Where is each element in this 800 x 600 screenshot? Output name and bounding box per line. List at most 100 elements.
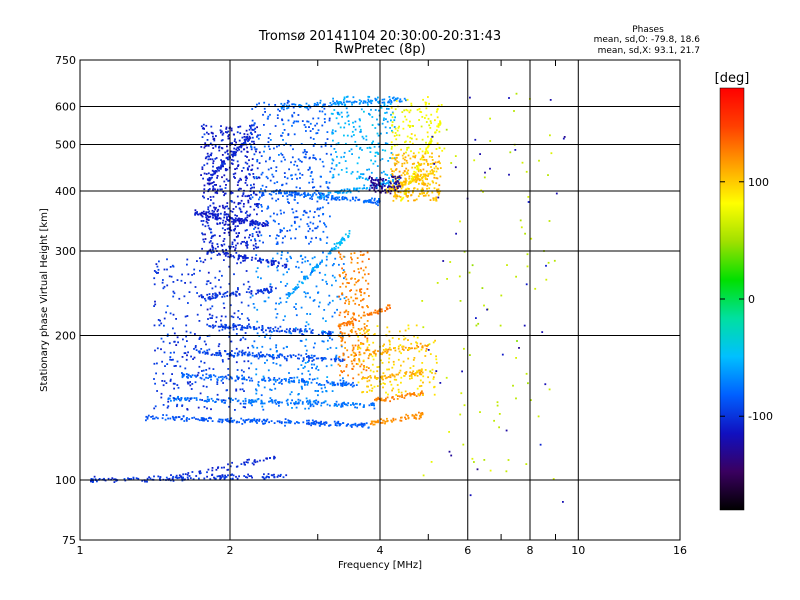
data-point <box>315 382 318 384</box>
data-point <box>210 251 213 254</box>
data-point <box>286 107 288 110</box>
data-point <box>469 494 472 497</box>
data-point <box>403 158 406 161</box>
data-point <box>288 104 291 107</box>
data-point <box>163 351 166 354</box>
data-point <box>370 180 373 182</box>
data-point <box>341 293 343 295</box>
data-point <box>415 176 418 178</box>
data-point <box>407 349 409 351</box>
data-point <box>272 357 275 360</box>
data-point <box>274 380 277 383</box>
data-point <box>277 108 279 111</box>
data-point <box>189 381 191 383</box>
data-point <box>198 295 201 298</box>
data-point <box>325 380 328 382</box>
data-point <box>342 269 345 271</box>
data-point <box>429 163 432 165</box>
data-point <box>262 423 265 425</box>
data-point <box>137 477 140 480</box>
data-point <box>304 106 306 109</box>
data-point <box>319 197 321 200</box>
data-point <box>537 415 540 418</box>
data-point <box>373 423 376 426</box>
data-point <box>320 402 323 404</box>
data-point <box>257 260 259 262</box>
data-point <box>218 350 221 352</box>
data-point <box>296 283 299 286</box>
data-point <box>351 362 354 365</box>
data-point <box>223 295 226 298</box>
data-point <box>214 217 217 220</box>
data-point <box>345 171 348 173</box>
data-point <box>232 328 235 331</box>
data-point <box>336 196 338 199</box>
data-point <box>204 145 207 147</box>
data-point <box>256 320 259 323</box>
data-point <box>278 421 281 424</box>
data-point <box>203 361 206 364</box>
data-point <box>255 419 258 422</box>
data-point <box>290 377 293 379</box>
data-point <box>431 169 433 171</box>
data-point <box>312 186 314 189</box>
data-point <box>257 235 260 237</box>
data-point <box>259 258 261 261</box>
data-point <box>354 302 357 305</box>
data-point <box>389 374 392 377</box>
data-point <box>388 346 391 349</box>
data-point <box>252 244 255 247</box>
data-point <box>243 148 246 151</box>
data-point <box>283 227 285 230</box>
data-point <box>364 101 367 104</box>
data-point <box>244 140 247 142</box>
data-point <box>250 169 253 171</box>
data-point <box>220 166 222 169</box>
data-point <box>416 374 419 377</box>
data-point <box>219 188 222 191</box>
data-point <box>236 215 238 217</box>
data-point <box>305 102 308 105</box>
data-point <box>435 177 438 179</box>
data-point <box>417 369 420 372</box>
data-point <box>206 335 209 337</box>
data-point <box>419 342 422 345</box>
data-point <box>92 481 94 483</box>
data-point <box>208 293 211 295</box>
data-point <box>244 400 247 402</box>
data-point <box>235 294 237 297</box>
data-point <box>295 406 298 409</box>
data-point <box>334 198 337 201</box>
data-point <box>275 192 278 195</box>
data-point <box>200 348 203 350</box>
data-point <box>425 348 428 350</box>
data-point <box>363 352 366 355</box>
data-point <box>459 413 462 416</box>
data-point <box>358 304 360 306</box>
data-point <box>241 382 244 385</box>
data-point <box>255 389 258 392</box>
data-point <box>307 292 309 295</box>
data-point <box>218 169 220 172</box>
data-point <box>206 398 209 401</box>
data-point <box>310 171 313 173</box>
data-point <box>234 214 237 217</box>
data-point <box>226 420 229 422</box>
data-point <box>214 294 217 297</box>
data-point <box>392 176 394 178</box>
data-point <box>153 407 156 410</box>
data-point <box>222 219 225 222</box>
data-point <box>232 154 235 157</box>
data-point <box>292 288 295 291</box>
data-point <box>296 164 299 167</box>
data-point <box>365 331 368 334</box>
data-point <box>114 478 116 481</box>
data-point <box>363 323 366 325</box>
data-point <box>348 323 351 326</box>
data-point <box>315 285 318 288</box>
data-point <box>550 152 553 155</box>
data-point <box>181 375 184 377</box>
data-point <box>442 260 445 262</box>
data-point <box>234 397 237 400</box>
data-point <box>201 399 203 401</box>
